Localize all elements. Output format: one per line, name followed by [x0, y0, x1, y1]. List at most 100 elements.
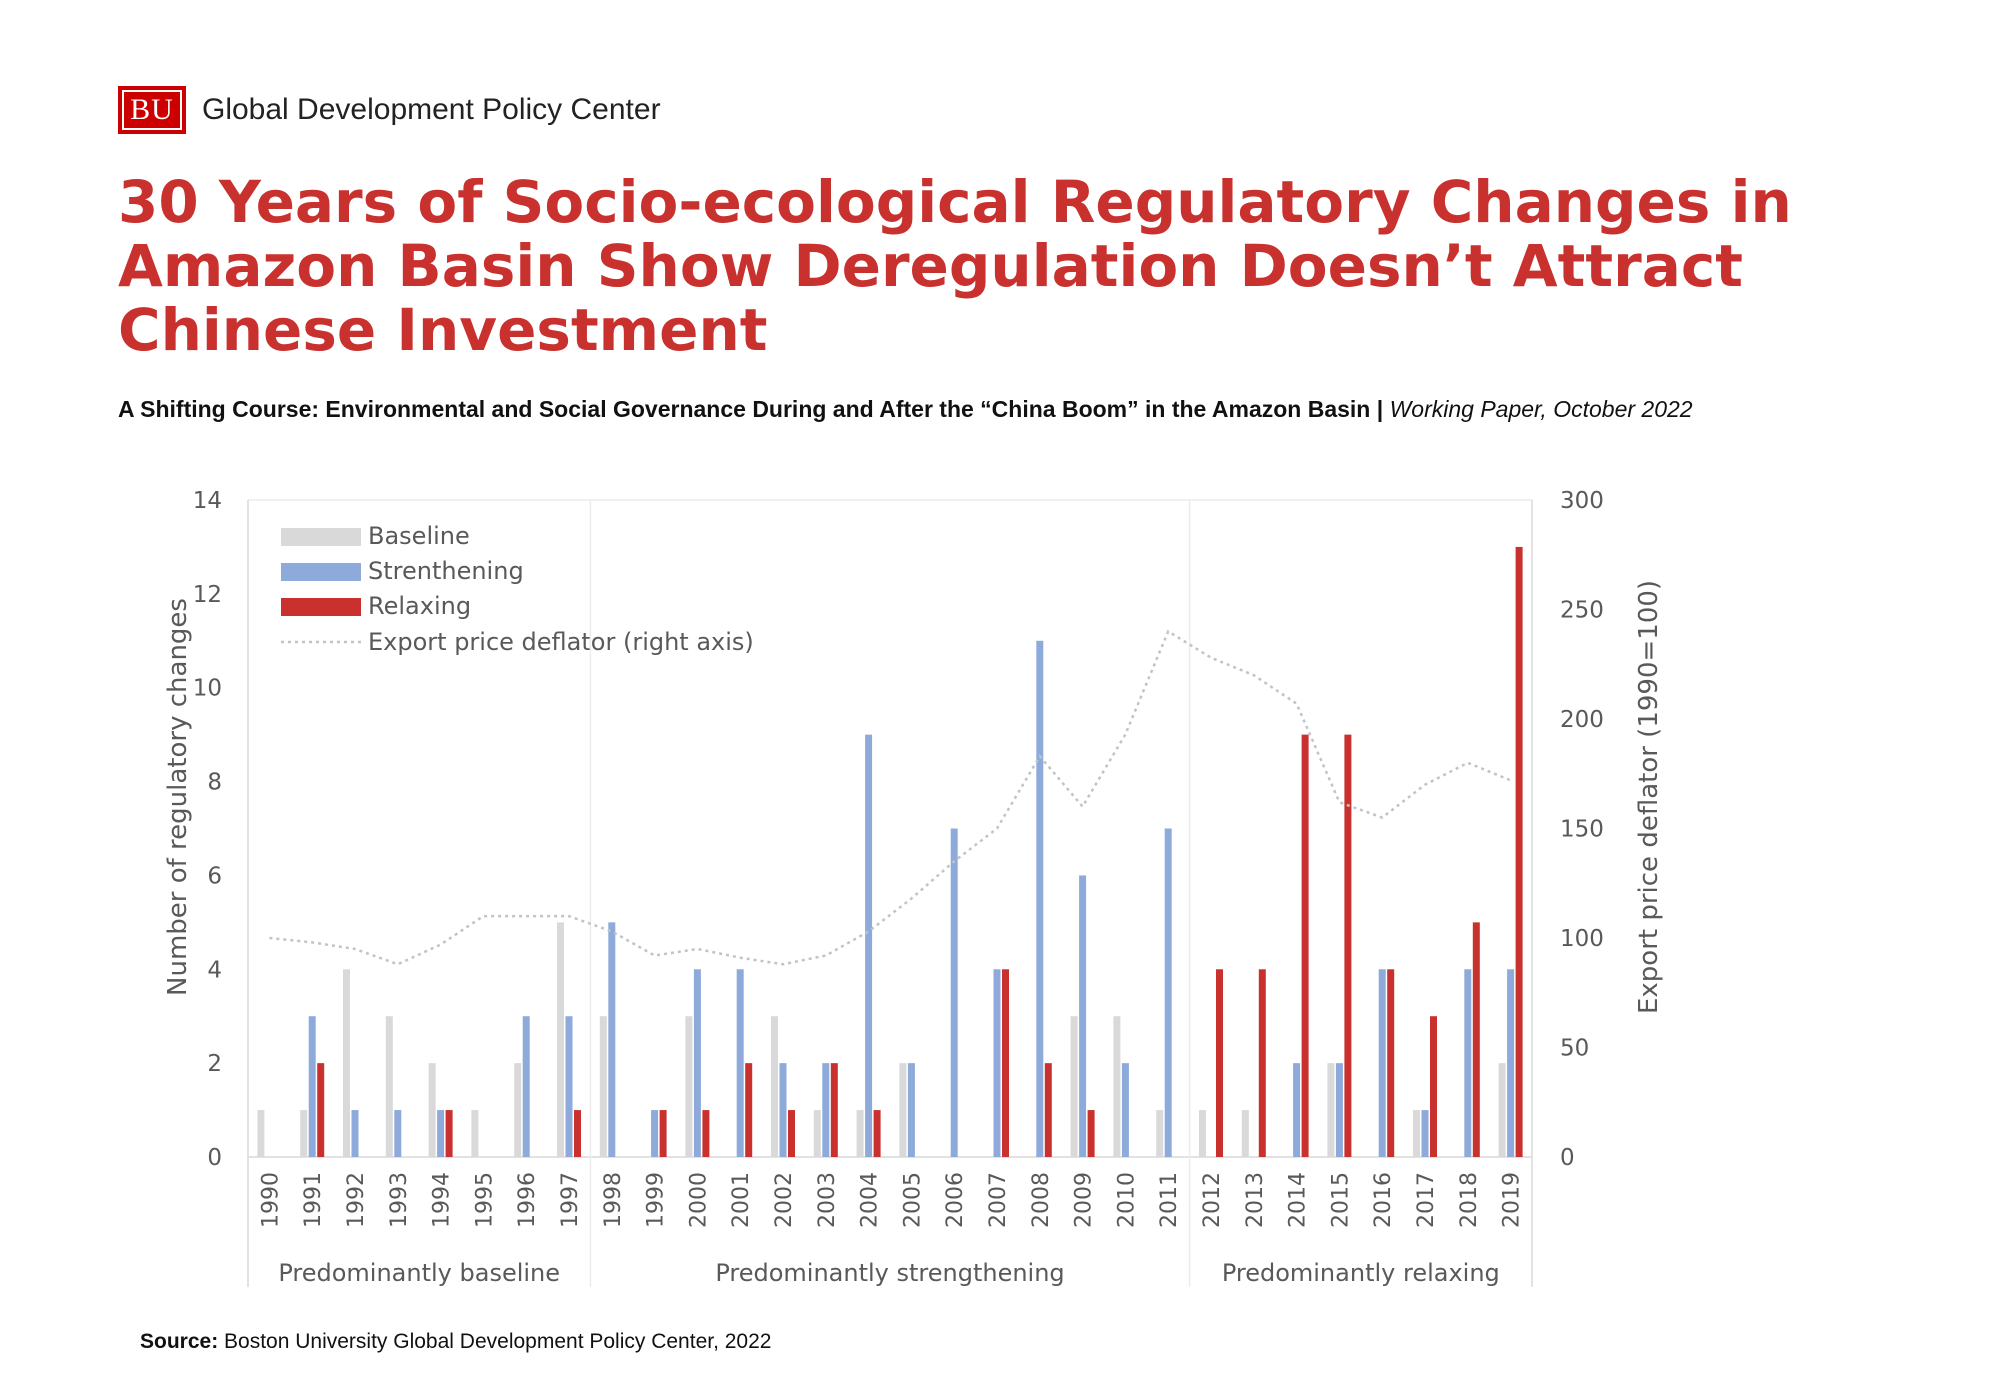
x-tick-label: 1995 — [472, 1172, 497, 1228]
bar-relaxing — [574, 1110, 581, 1157]
bar-strengthening — [950, 828, 958, 1157]
bar-strengthening — [1378, 969, 1386, 1157]
bar-strengthening — [1421, 1110, 1429, 1157]
period-label: Predominantly relaxing — [1222, 1259, 1500, 1287]
period-label: Predominantly baseline — [278, 1259, 560, 1287]
bar-relaxing — [1472, 922, 1480, 1157]
legend-label-deflator: Export price deflator (right axis) — [368, 628, 754, 656]
bar-strengthening — [1464, 969, 1472, 1157]
bar-relaxing — [702, 1110, 710, 1157]
bar-baseline — [1413, 1110, 1420, 1157]
y2-tick-label: 150 — [1560, 817, 1604, 843]
bar-strengthening — [1121, 1063, 1129, 1157]
bar-baseline — [1241, 1110, 1249, 1157]
x-tick-label: 2016 — [1371, 1172, 1396, 1228]
bar-baseline — [1113, 1016, 1121, 1157]
bar-strengthening — [308, 1016, 316, 1157]
bar-relaxing — [1344, 734, 1352, 1157]
x-tick-label: 2011 — [1157, 1172, 1182, 1228]
bar-baseline — [813, 1110, 821, 1157]
legend-swatch-strengthening — [281, 563, 361, 581]
y-tick-label: 2 — [207, 1051, 222, 1077]
bar-strengthening — [1335, 1063, 1343, 1157]
x-tick-label: 2000 — [686, 1172, 711, 1228]
x-tick-label: 2007 — [986, 1172, 1011, 1228]
bar-baseline — [1070, 1016, 1078, 1157]
y2-tick-label: 50 — [1560, 1036, 1589, 1062]
x-tick-label: 1999 — [644, 1172, 669, 1228]
x-tick-label: 2005 — [900, 1172, 925, 1228]
x-tick-label: 1996 — [515, 1172, 540, 1228]
x-tick-label: 1991 — [301, 1172, 326, 1228]
header: BU Global Development Policy Center — [118, 86, 661, 134]
x-tick-label: 2008 — [1029, 1172, 1054, 1228]
y-tick-label: 14 — [193, 488, 222, 514]
y2-tick-label: 0 — [1560, 1145, 1575, 1171]
bar-relaxing — [1430, 1016, 1437, 1157]
bar-baseline — [1156, 1110, 1164, 1157]
page-title: 30 Years of Socio-ecological Regulatory … — [118, 168, 1792, 364]
x-tick-label: 1997 — [558, 1172, 583, 1228]
bar-strengthening — [779, 1063, 787, 1157]
y-axis-label: Number of regulatory changes — [163, 598, 193, 996]
bar-strengthening — [693, 969, 701, 1157]
x-tick-label: 2001 — [729, 1172, 754, 1228]
bar-strengthening — [822, 1063, 830, 1157]
y-tick-label: 12 — [193, 582, 222, 608]
bar-baseline — [599, 1016, 607, 1157]
legend-label-strengthening: Strenthening — [368, 557, 524, 585]
bar-baseline — [1199, 1110, 1206, 1157]
bar-strengthening — [651, 1110, 659, 1157]
y2-tick-label: 200 — [1560, 707, 1604, 733]
period-label: Predominantly strengthening — [715, 1259, 1064, 1287]
bar-relaxing — [1515, 546, 1523, 1157]
bar-baseline — [385, 1016, 393, 1157]
bar-baseline — [771, 1016, 778, 1157]
bar-relaxing — [1387, 969, 1395, 1157]
subtitle-main: A Shifting Course: Environmental and Soc… — [118, 396, 1371, 422]
x-tick-label: 2010 — [1114, 1172, 1139, 1228]
legend-swatch-baseline — [281, 528, 361, 546]
bar-baseline — [856, 1110, 864, 1157]
x-tick-label: 1992 — [344, 1172, 369, 1228]
bar-strengthening — [1293, 1063, 1301, 1157]
bar-relaxing — [1087, 1110, 1095, 1157]
deflator-line — [269, 629, 1512, 966]
source-text: Boston University Global Development Pol… — [218, 1330, 772, 1353]
x-tick-label: 2004 — [858, 1172, 883, 1228]
bar-strengthening — [1164, 828, 1172, 1157]
bar-strengthening — [351, 1110, 359, 1157]
legend-label-relaxing: Relaxing — [368, 592, 471, 620]
x-tick-label: 2009 — [1072, 1172, 1097, 1228]
bar-relaxing — [1002, 969, 1009, 1157]
bar-baseline — [257, 1110, 265, 1157]
bar-strengthening — [565, 1016, 573, 1157]
y-tick-label: 4 — [207, 957, 222, 983]
bu-logo: BU — [118, 86, 186, 134]
x-tick-label: 2015 — [1328, 1172, 1353, 1228]
bar-relaxing — [317, 1063, 325, 1157]
legend-swatch-relaxing — [281, 598, 361, 616]
legend: Baseline Strenthening Relaxing Export pr… — [281, 522, 754, 656]
bar-baseline — [343, 969, 350, 1157]
bar-relaxing — [1301, 734, 1309, 1157]
x-tick-label: 1990 — [258, 1172, 283, 1228]
bar-relaxing — [830, 1063, 838, 1157]
bar-strengthening — [522, 1016, 530, 1157]
bar-baseline — [899, 1063, 907, 1157]
y2-axis-label: Export price deflator (1990=100) — [1634, 580, 1664, 1014]
bar-strengthening — [1079, 875, 1087, 1157]
bar-strengthening — [907, 1063, 915, 1157]
bar-relaxing — [1044, 1063, 1052, 1157]
bar-baseline — [1327, 1063, 1335, 1157]
bar-strengthening — [437, 1110, 445, 1157]
x-tick-label: 1993 — [387, 1172, 412, 1228]
bar-baseline — [685, 1016, 693, 1157]
bar-relaxing — [445, 1110, 453, 1157]
y2-tick-label: 100 — [1560, 926, 1604, 952]
x-tick-label: 1994 — [430, 1172, 455, 1228]
y-tick-label: 10 — [193, 676, 222, 702]
bar-baseline — [1498, 1063, 1506, 1157]
org-name: Global Development Policy Center — [202, 93, 661, 126]
